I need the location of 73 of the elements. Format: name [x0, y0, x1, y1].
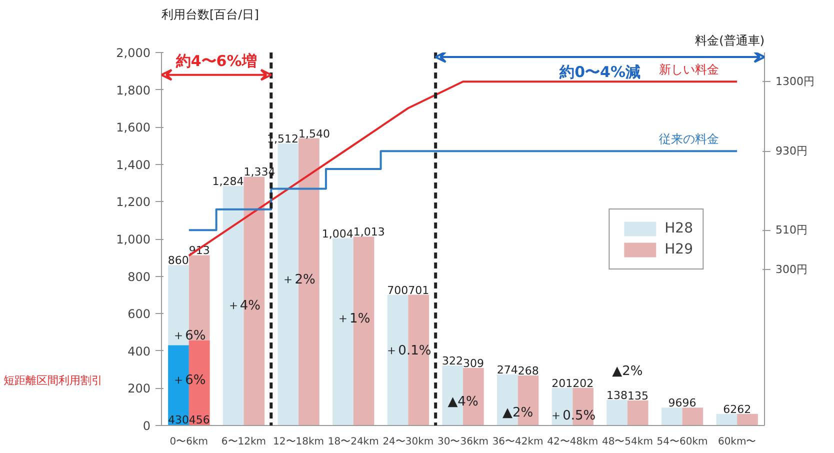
y-tick-label: 200: [128, 382, 150, 396]
annotation: ＋2%: [282, 272, 316, 288]
data-label: 309: [463, 356, 484, 370]
data-label: 430: [168, 414, 189, 426]
annotation: ＋0.5%: [550, 408, 596, 424]
y-tick-label: 800: [128, 270, 150, 284]
x-tick-label: 18〜24km: [328, 436, 379, 448]
bar: [716, 414, 738, 426]
data-label: 1,013: [353, 226, 385, 239]
x-tick-label: 54〜60km: [656, 436, 708, 448]
data-label: 62: [723, 402, 738, 416]
x-tick-label: 24〜30km: [382, 436, 434, 448]
y-tick-label: 400: [128, 344, 150, 358]
y2-tick-label: 300円: [776, 263, 808, 276]
y-tick-label: 1,400: [116, 158, 151, 172]
data-label: 1,004: [322, 227, 354, 240]
bar: [606, 400, 628, 426]
annotation: ▲2%: [612, 364, 643, 379]
annotation: ▲2%: [502, 405, 534, 420]
bar: [682, 408, 704, 426]
data-label: 274: [496, 363, 518, 376]
annotation: ＋1%: [336, 312, 370, 327]
data-label: 201: [552, 377, 573, 390]
x-tick-label: 42〜48km: [547, 436, 598, 448]
annotation: 約0〜4%減: [558, 62, 640, 81]
data-label: 860: [168, 254, 189, 268]
y-tick-label: 1,200: [116, 195, 151, 210]
data-label: 322: [442, 354, 464, 368]
data-label: 1,284: [212, 175, 244, 188]
data-label: 1,540: [298, 127, 330, 140]
text: 短距離区間利用割引: [4, 374, 102, 388]
y-tick-label: 1,600: [116, 120, 151, 135]
data-label: 96: [668, 396, 682, 410]
data-label: 268: [518, 364, 539, 378]
data-label: 456: [188, 414, 210, 426]
x-tick-label: 6〜12km: [221, 436, 266, 448]
y2-axis-title: 料金(普通車): [695, 34, 765, 48]
annotation: ▲4%: [448, 394, 478, 410]
bar: [353, 236, 374, 426]
y-tick-label: 600: [128, 307, 150, 322]
data-label: 701: [408, 284, 430, 297]
legend-label: H29: [664, 241, 693, 257]
bar: [737, 414, 758, 426]
x-tick-label: 30〜36km: [438, 436, 488, 448]
data-label: 135: [627, 389, 648, 402]
data-label: 62: [737, 402, 752, 416]
x-tick-label: 12〜18km: [273, 436, 324, 448]
y2-tick-label: 1300円: [776, 75, 814, 88]
y-tick-label: 1,000: [116, 232, 151, 246]
data-label: 96: [682, 396, 696, 410]
series-label: 従来の料金: [659, 132, 720, 146]
x-tick-label: 36〜42km: [492, 436, 544, 448]
annotation: ＋6%: [172, 328, 206, 344]
series-label: 新しい料金: [659, 62, 720, 77]
bar: [661, 408, 682, 426]
x-tick-label: 60km〜: [718, 436, 756, 448]
annotation: ＋0.1%: [385, 343, 432, 358]
annotation: ＋4%: [226, 298, 261, 314]
x-tick-label: 0〜6km: [170, 436, 208, 448]
data-label: 202: [572, 376, 594, 390]
annotation: 約4〜6%増: [174, 52, 257, 70]
data-label: 1,334: [244, 166, 276, 179]
y-tick-label: 2,000: [116, 46, 151, 60]
bar: [627, 400, 648, 426]
data-label: 138: [606, 388, 628, 402]
legend-label: H28: [664, 220, 693, 236]
y-axis-title: 利用台数[百台/日]: [162, 8, 259, 22]
x-tick-label: 48〜54km: [602, 436, 653, 448]
y2-tick-label: 930円: [776, 144, 808, 158]
y-tick-label: 0: [142, 419, 151, 433]
y2-tick-label: 510円: [776, 224, 808, 237]
data-label: 700: [387, 284, 408, 297]
y-tick-label: 1,800: [116, 83, 151, 98]
